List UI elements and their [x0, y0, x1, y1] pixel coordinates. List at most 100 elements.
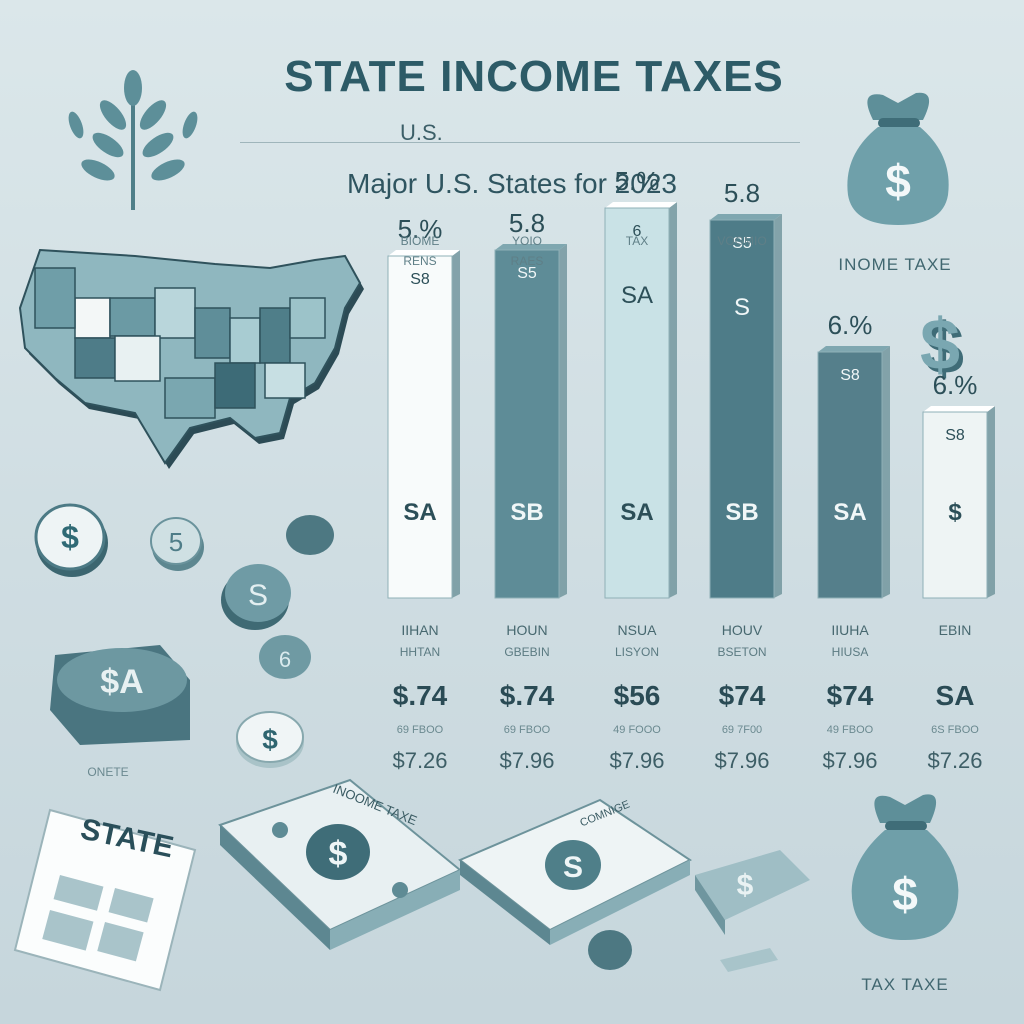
- bar-side: [559, 244, 567, 598]
- bar-top: [388, 250, 460, 256]
- svg-text:$: $: [61, 519, 79, 555]
- price-label: $74: [719, 680, 766, 711]
- bar: [387, 255, 453, 599]
- percent-label: 5.%: [398, 214, 443, 244]
- percent-label: 6.%: [933, 370, 978, 400]
- bar-top-label: S5: [732, 235, 752, 252]
- bar-label: SA: [403, 499, 436, 526]
- money-bag-icon: $: [847, 92, 949, 225]
- bar-top-label: S8: [945, 427, 965, 444]
- bar-side: [669, 202, 677, 598]
- category-label: NSUA: [618, 622, 658, 638]
- category-sublabel: GBEBIN: [504, 645, 549, 659]
- price-note: 69 FBOO: [504, 724, 551, 736]
- svg-text:$: $: [262, 724, 278, 755]
- category-label: HOUV: [722, 622, 763, 638]
- price-label: $56: [614, 680, 661, 711]
- bar-top-label: S8: [840, 367, 860, 384]
- category-label: IIUHA: [831, 622, 869, 638]
- category-sublabel: HIUSA: [832, 645, 869, 659]
- bar-label: SB: [510, 499, 543, 526]
- tax-tax-label: TAX TAXE: [861, 975, 949, 994]
- income-tax-label: INOME TAXE: [838, 255, 952, 274]
- price-label: $.74: [500, 680, 555, 711]
- bar-side: [987, 406, 995, 598]
- category-label: HOUN: [506, 622, 547, 638]
- price-secondary: $7.96: [714, 748, 769, 773]
- bar-top-label: S5: [517, 265, 537, 282]
- svg-text:6: 6: [279, 647, 291, 672]
- bar-mid-label: SA: [621, 282, 653, 309]
- bar-label: SA: [620, 499, 653, 526]
- price-label: $.74: [393, 680, 448, 711]
- coin-cluster-icon: $ 5 S 6 $A $: [34, 503, 334, 768]
- price-secondary: $7.26: [927, 748, 982, 773]
- subtitle-small: U.S.: [400, 120, 443, 145]
- category-label: EBIN: [939, 622, 972, 638]
- bar: [604, 207, 670, 599]
- category-top-label: RENS: [403, 254, 436, 268]
- bar-top-label: S8: [410, 271, 430, 288]
- category-top-label: RAES: [511, 254, 544, 268]
- bar-top: [923, 406, 995, 412]
- svg-text:$: $: [892, 868, 918, 920]
- tax-block-icon: $: [588, 850, 810, 972]
- price-secondary: $7.96: [822, 748, 877, 773]
- price-secondary: $7.26: [392, 748, 447, 773]
- svg-text:$: $: [737, 869, 754, 902]
- svg-text:S: S: [248, 579, 268, 612]
- page-subtitle: Major U.S. States for 2023: [347, 168, 677, 199]
- price-secondary: $7.96: [499, 748, 554, 773]
- price-note: 49 FOOO: [613, 724, 661, 736]
- category-top-label: YOIO: [512, 234, 542, 248]
- bar-mid-label: S: [734, 294, 750, 321]
- title-divider: [240, 142, 800, 143]
- svg-text:$: $: [329, 835, 348, 873]
- onete-label: ONETE: [87, 765, 129, 779]
- bar-label: SA: [833, 499, 866, 526]
- bar-side: [882, 346, 890, 598]
- bar: [922, 411, 988, 599]
- svg-text:$: $: [885, 155, 911, 207]
- bar: [494, 249, 560, 599]
- percent-label: 5.%: [615, 166, 660, 196]
- price-note: 69 7F00: [722, 724, 762, 736]
- us-map-icon: [18, 248, 364, 469]
- category-label: IIHAN: [401, 622, 438, 638]
- money-bag-bottom-icon: $: [851, 794, 959, 940]
- bar-side: [452, 250, 460, 598]
- svg-text:$A: $A: [100, 663, 143, 701]
- bar-top: [495, 244, 567, 250]
- laurel-branch-icon: [68, 70, 198, 210]
- bar: [817, 351, 883, 599]
- svg-text:$: $: [924, 309, 964, 385]
- bar-side: [774, 214, 782, 598]
- newspaper-icon: [13, 808, 197, 992]
- category-sublabel: HHTAN: [400, 645, 440, 659]
- percent-label: 6.%: [828, 310, 873, 340]
- category-top-label: VOGMIO: [717, 234, 766, 248]
- category-sublabel: LISYON: [615, 645, 659, 659]
- category-top-label: TAX: [626, 234, 648, 248]
- svg-text:S: S: [563, 851, 583, 884]
- dollar-sign-icon: $ $: [920, 305, 964, 385]
- price-note: 69 FBOO: [397, 724, 444, 736]
- price-note: 49 FBOO: [827, 724, 874, 736]
- category-top-label: BIOME: [401, 234, 440, 248]
- page-title: STATE INCOME TAXES: [284, 52, 784, 101]
- category-sublabel: BSETON: [717, 645, 766, 659]
- bar: [709, 219, 775, 599]
- svg-text:$: $: [920, 305, 960, 385]
- svg-text:5: 5: [169, 527, 183, 557]
- bar-label: SB: [725, 499, 758, 526]
- bar-top: [605, 202, 677, 208]
- price-label: SA: [936, 680, 975, 711]
- bar-top: [818, 346, 890, 352]
- bar-top-label: 6: [633, 223, 642, 240]
- percent-label: 5.8: [509, 208, 545, 238]
- cash-stacks-icon: $ S: [218, 778, 692, 950]
- price-label: $74: [827, 680, 874, 711]
- bar-top: [710, 214, 782, 220]
- percent-label: 5.8: [724, 178, 760, 208]
